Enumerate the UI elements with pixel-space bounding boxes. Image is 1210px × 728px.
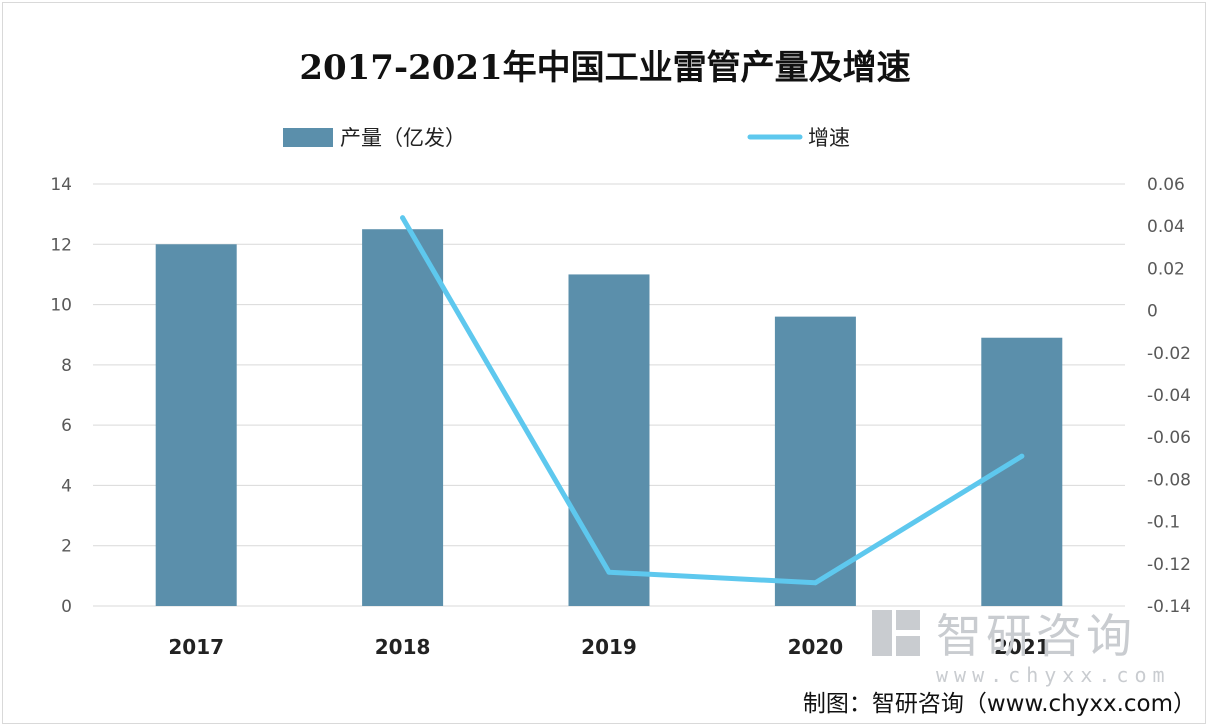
x-tick-label: 2019 xyxy=(581,635,637,659)
growth-line xyxy=(400,215,1025,586)
y-left-tick-label: 8 xyxy=(61,356,72,376)
y-left-tick-label: 6 xyxy=(61,416,72,436)
y-right-tick-label: -0.06 xyxy=(1147,428,1191,448)
bar-2019 xyxy=(568,274,650,606)
watermark-logo-icon xyxy=(872,610,920,656)
x-tick-label: 2017 xyxy=(168,635,224,659)
bar-2018 xyxy=(362,229,444,606)
growth-point-2018 xyxy=(400,215,406,221)
y-left-tick-label: 12 xyxy=(50,235,72,255)
y-right-tick-label: -0.02 xyxy=(1147,344,1191,364)
y-left-tick-label: 10 xyxy=(50,296,72,316)
watermark-brand: 智研咨询 xyxy=(936,609,1136,663)
y-right-tick-label: -0.1 xyxy=(1147,513,1180,533)
x-tick-label: 2018 xyxy=(375,635,431,659)
y-right-tick-label: 0.02 xyxy=(1147,259,1185,279)
y-right-tick-label: 0.04 xyxy=(1147,217,1185,237)
x-tick-label: 2020 xyxy=(788,635,844,659)
growth-point-2020 xyxy=(812,580,818,586)
y-right-tick-label: -0.04 xyxy=(1147,386,1191,406)
growth-point-2021 xyxy=(1019,453,1025,459)
y-left-tick-label: 2 xyxy=(61,537,72,557)
growth-point-2019 xyxy=(606,569,612,575)
x-tick-label: 2021 xyxy=(994,635,1050,659)
y-right-tick-label: -0.08 xyxy=(1147,470,1191,490)
legend-bar-swatch xyxy=(283,128,333,147)
bar-2017 xyxy=(155,244,237,607)
legend-bar-label: 产量（亿发） xyxy=(340,126,466,150)
bar-2020 xyxy=(774,316,856,606)
chart-title: 2017-2021年中国工业雷管产量及增速 xyxy=(299,48,911,88)
legend-line-label: 增速 xyxy=(808,126,850,150)
y-right-tick-label: 0 xyxy=(1147,302,1158,322)
y-right-tick-label: -0.12 xyxy=(1147,555,1191,575)
y-right-tick-label: -0.14 xyxy=(1147,597,1191,617)
y-left-tick-label: 0 xyxy=(61,597,72,617)
y-left-tick-label: 14 xyxy=(50,175,72,195)
y-left-tick-label: 4 xyxy=(61,476,72,496)
source-credit: 制图：智研咨询（www.chyxx.com） xyxy=(802,691,1196,717)
watermark-site: www.chyxx.com xyxy=(936,663,1171,687)
y-right-tick-label: 0.06 xyxy=(1147,175,1185,195)
watermark: 智研咨询 www.chyxx.com xyxy=(872,609,1171,687)
